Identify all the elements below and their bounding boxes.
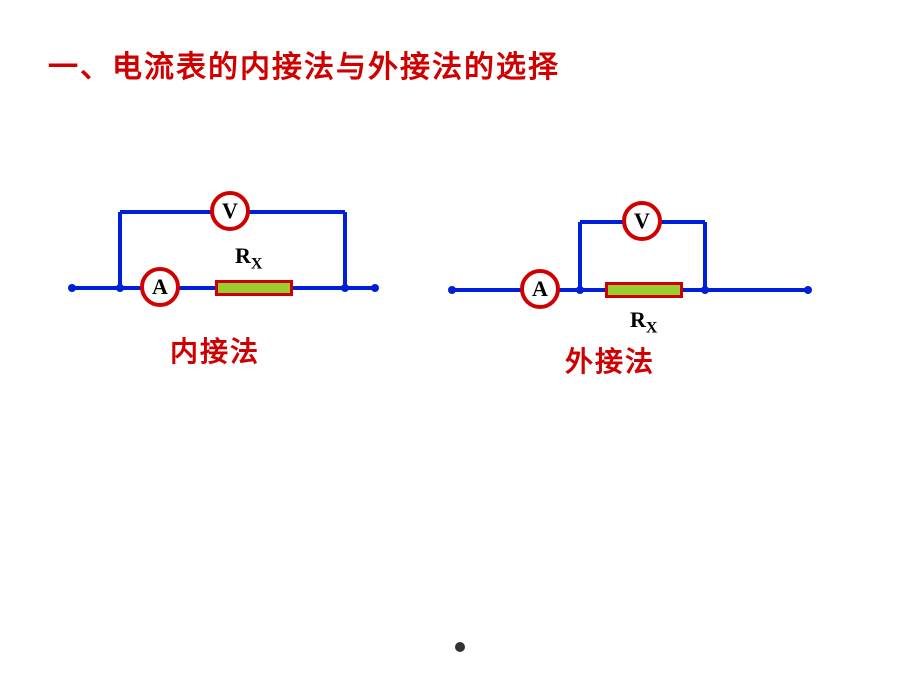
wire-junction <box>341 284 349 292</box>
page-indicator-dot <box>455 642 465 652</box>
caption-inner-method: 内接法 <box>170 330 260 370</box>
ammeter-icon: A <box>140 267 180 307</box>
wire-endpoint <box>804 286 812 294</box>
wire-junction <box>576 286 584 294</box>
voltmeter-label: V <box>634 208 650 234</box>
ammeter-icon: A <box>520 269 560 309</box>
wire-junction <box>116 284 124 292</box>
wire-junction <box>701 286 709 294</box>
voltmeter-icon: V <box>210 191 250 231</box>
resistor-label-main: R <box>630 307 646 332</box>
ammeter-label: A <box>532 276 548 302</box>
wire-endpoint <box>448 286 456 294</box>
resistor-label-sub: X <box>646 319 658 336</box>
wire-endpoint <box>68 284 76 292</box>
resistor-icon <box>215 280 293 296</box>
wire-endpoint <box>371 284 379 292</box>
voltmeter-icon: V <box>622 201 662 241</box>
resistor-icon <box>605 282 683 298</box>
voltmeter-label: V <box>222 198 238 224</box>
resistor-label-main: R <box>235 243 251 268</box>
caption-outer-method: 外接法 <box>565 340 655 380</box>
resistor-label: RX <box>235 243 262 273</box>
resistor-label-sub: X <box>251 255 263 272</box>
ammeter-label: A <box>152 274 168 300</box>
section-heading: 一、电流表的内接法与外接法的选择 <box>48 42 560 86</box>
resistor-label: RX <box>630 307 657 337</box>
